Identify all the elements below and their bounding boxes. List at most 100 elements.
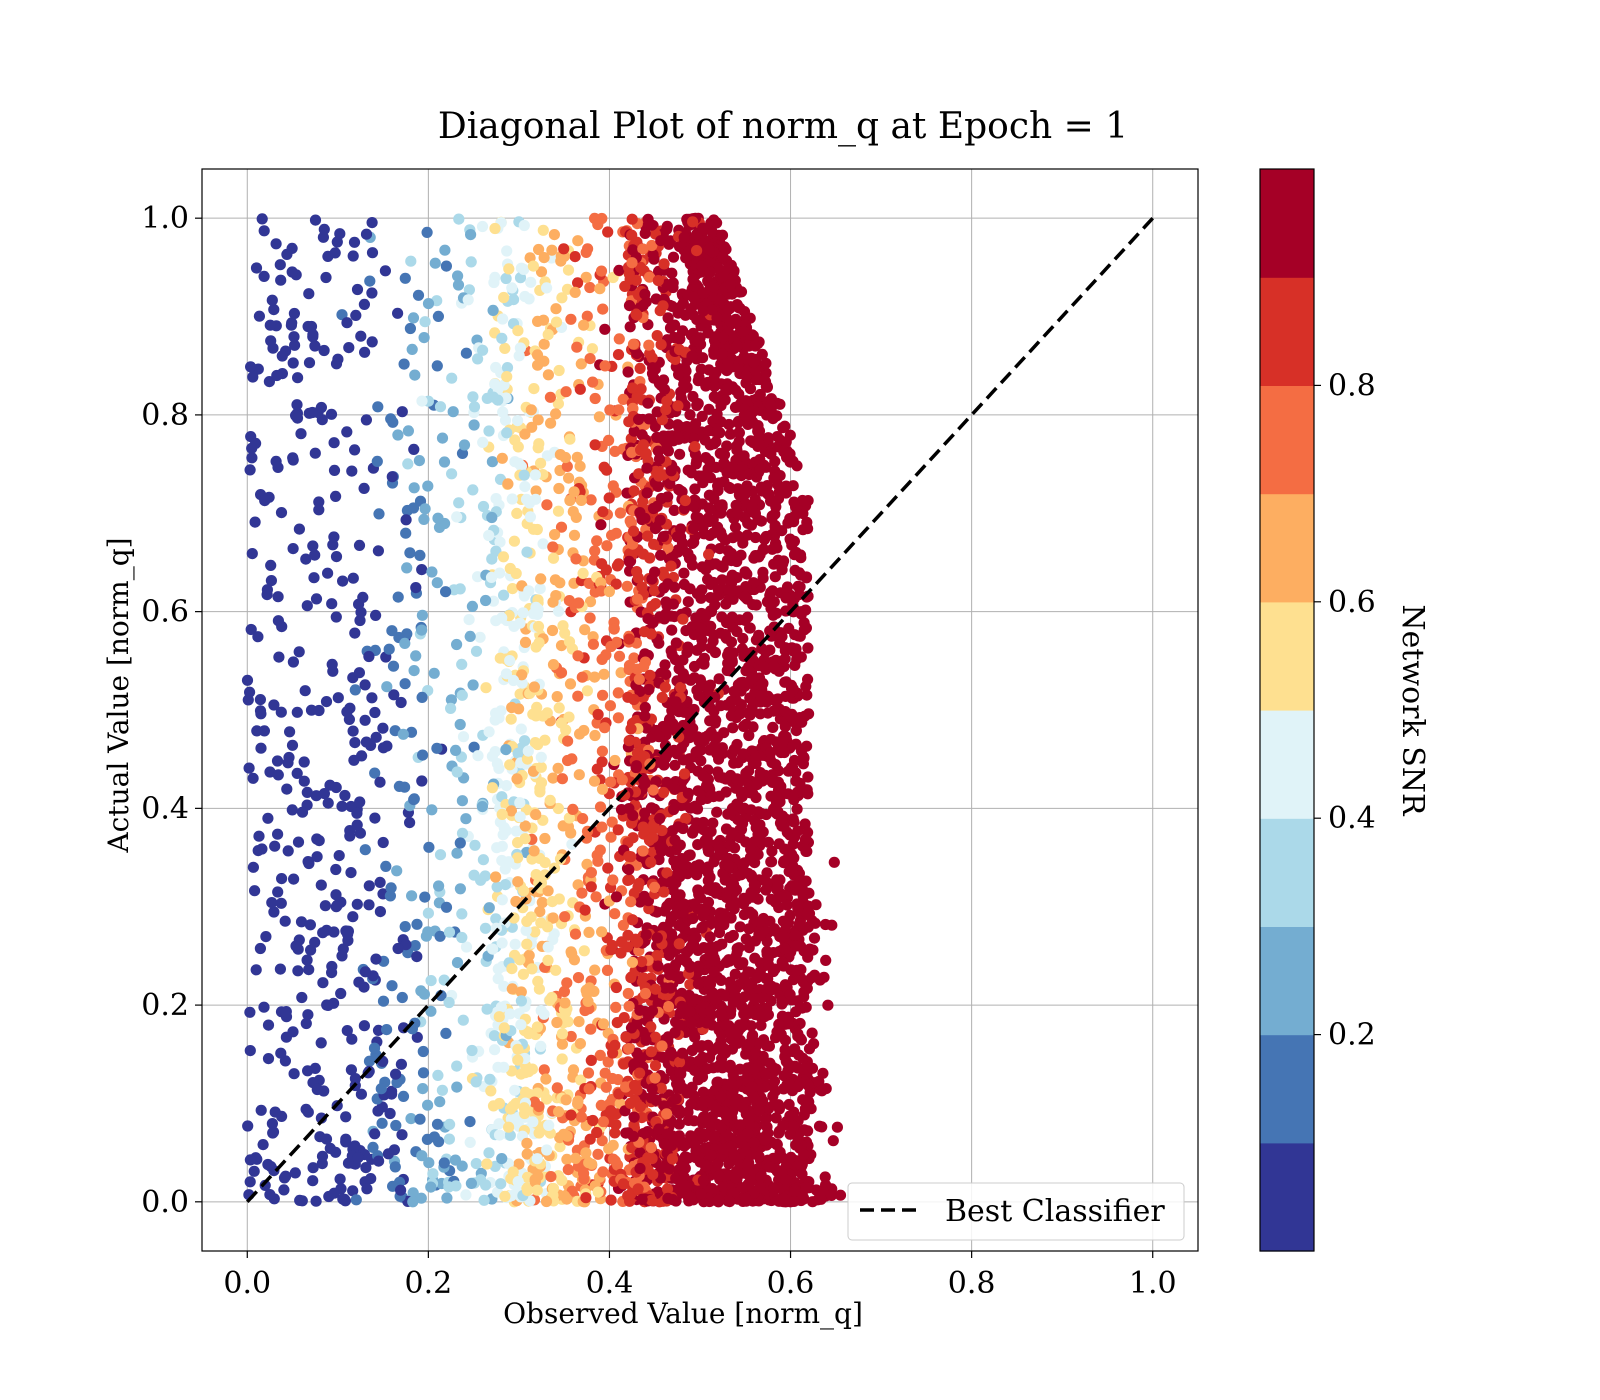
scatter-point bbox=[282, 757, 294, 769]
scatter-point bbox=[278, 1184, 290, 1196]
scatter-point bbox=[434, 401, 447, 413]
scatter-point bbox=[677, 822, 689, 835]
scatter-point bbox=[595, 585, 607, 597]
scatter-point bbox=[563, 711, 575, 723]
scatter-point bbox=[515, 986, 527, 998]
scatter-point bbox=[677, 1082, 689, 1094]
scatter-point bbox=[332, 692, 344, 704]
scatter-point bbox=[399, 637, 411, 650]
scatter-point bbox=[467, 679, 479, 691]
scatter-point bbox=[355, 1088, 367, 1100]
scatter-point bbox=[777, 736, 789, 748]
scatter-point bbox=[288, 331, 300, 343]
scatter-point bbox=[711, 217, 723, 229]
scatter-point bbox=[692, 839, 704, 851]
scatter-point bbox=[818, 971, 830, 983]
scatter-point bbox=[802, 771, 814, 783]
scatter-point bbox=[608, 623, 620, 635]
scatter-point bbox=[547, 659, 560, 671]
scatter-point bbox=[411, 1031, 423, 1043]
scatter-point bbox=[530, 641, 542, 653]
scatter-point bbox=[719, 874, 731, 886]
scatter-point bbox=[654, 514, 666, 526]
scatter-point bbox=[576, 887, 588, 899]
scatter-point bbox=[575, 1074, 587, 1086]
scatter-point bbox=[318, 223, 330, 235]
scatter-point bbox=[533, 1101, 545, 1113]
scatter-point bbox=[505, 713, 517, 725]
scatter-point bbox=[460, 941, 473, 953]
scatter-point bbox=[408, 482, 420, 494]
scatter-point bbox=[634, 1004, 646, 1016]
scatter-point bbox=[288, 307, 300, 320]
scatter-point bbox=[500, 668, 512, 680]
scatter-point bbox=[573, 769, 585, 781]
scatter-point bbox=[731, 625, 743, 638]
scatter-point bbox=[281, 783, 293, 795]
scatter-point bbox=[538, 338, 550, 350]
scatter-point bbox=[646, 239, 658, 252]
scatter-point bbox=[801, 908, 814, 921]
scatter-point bbox=[434, 849, 447, 861]
scatter-point bbox=[468, 401, 481, 413]
scatter-point bbox=[760, 884, 772, 896]
scatter-point bbox=[256, 213, 268, 225]
scatter-point bbox=[330, 781, 342, 794]
scatter-point bbox=[369, 1128, 381, 1140]
scatter-point bbox=[275, 1047, 287, 1059]
scatter-point bbox=[328, 531, 340, 543]
scatter-point bbox=[662, 541, 674, 554]
scatter-point bbox=[493, 1097, 505, 1110]
scatter-point bbox=[708, 345, 720, 357]
scatter-point bbox=[667, 251, 680, 263]
scatter-point bbox=[292, 965, 304, 977]
scatter-point bbox=[689, 993, 701, 1005]
scatter-point bbox=[686, 537, 699, 550]
scatter-point bbox=[255, 742, 267, 754]
scatter-point bbox=[623, 735, 635, 747]
scatter-point bbox=[577, 813, 589, 825]
scatter-point bbox=[486, 782, 498, 794]
scatter-point bbox=[569, 928, 582, 940]
scatter-point bbox=[552, 398, 565, 410]
scatter-point bbox=[366, 247, 379, 259]
scatter-point bbox=[704, 1006, 716, 1018]
scatter-point bbox=[673, 431, 685, 443]
scatter-point bbox=[452, 279, 465, 291]
scatter-point bbox=[656, 691, 668, 704]
scatter-point bbox=[447, 406, 459, 418]
scatter-point bbox=[631, 348, 643, 360]
scatter-point bbox=[366, 217, 378, 229]
scatter-point bbox=[320, 271, 332, 284]
scatter-point bbox=[342, 928, 354, 940]
scatter-point bbox=[265, 559, 277, 572]
scatter-point bbox=[300, 553, 312, 565]
scatter-point bbox=[670, 1104, 682, 1117]
scatter-point bbox=[703, 455, 716, 467]
scatter-point bbox=[690, 860, 702, 872]
scatter-point bbox=[637, 300, 649, 312]
scatter-point bbox=[278, 1172, 291, 1184]
scatter-point bbox=[704, 978, 717, 990]
scatter-point bbox=[666, 267, 678, 279]
scatter-point bbox=[665, 560, 677, 572]
scatter-point bbox=[490, 922, 502, 934]
scatter-point bbox=[392, 942, 404, 955]
scatter-point bbox=[463, 284, 475, 296]
scatter-point bbox=[699, 1160, 712, 1172]
scatter-point bbox=[454, 583, 466, 595]
scatter-point bbox=[386, 625, 398, 637]
scatter-point bbox=[624, 1097, 637, 1109]
scatter-point bbox=[798, 991, 810, 1003]
scatter-point bbox=[710, 887, 722, 899]
scatter-point bbox=[309, 340, 321, 352]
scatter-point bbox=[422, 480, 434, 492]
scatter-point bbox=[546, 244, 558, 256]
scatter-point bbox=[286, 266, 298, 278]
scatter-point bbox=[619, 280, 631, 292]
scatter-point bbox=[693, 371, 705, 383]
scatter-point bbox=[343, 342, 355, 354]
scatter-point bbox=[688, 660, 701, 673]
scatter-point bbox=[704, 871, 716, 883]
scatter-point bbox=[655, 339, 667, 351]
